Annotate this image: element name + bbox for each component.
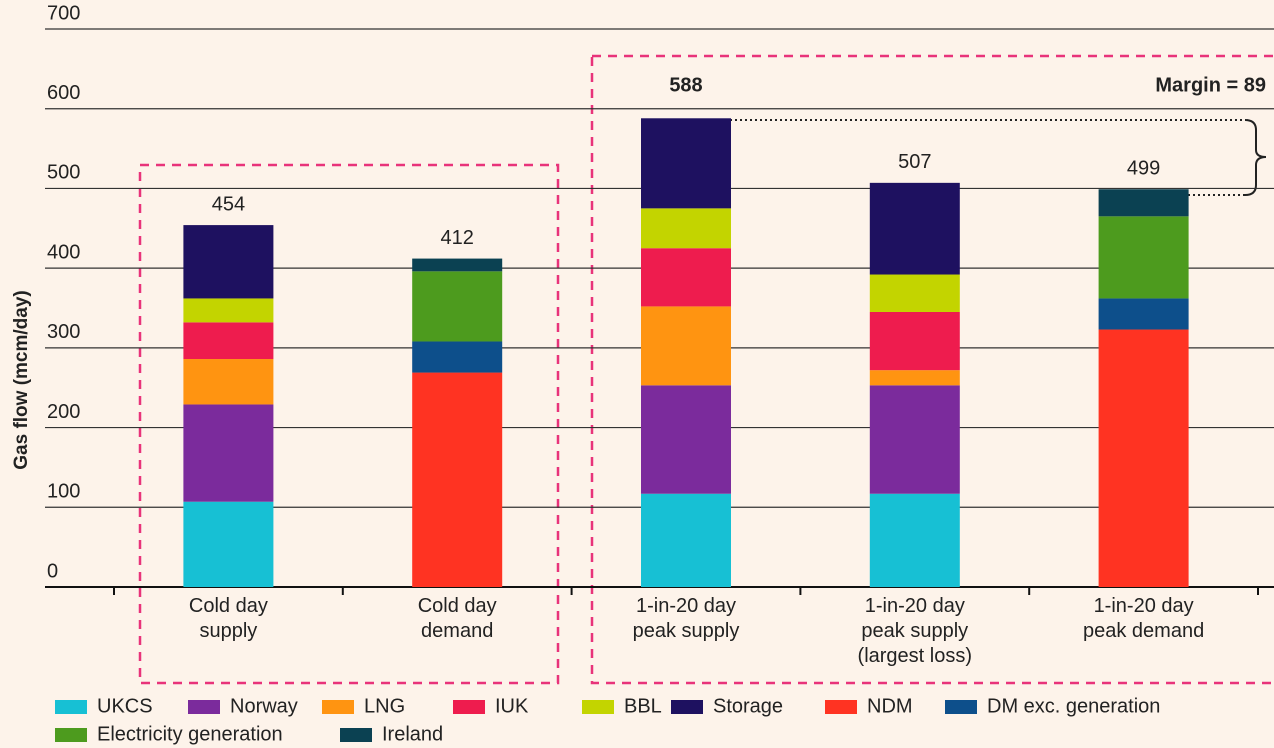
legend-label: Norway — [230, 695, 298, 717]
bar-segment — [641, 385, 731, 494]
bar-segment — [1098, 189, 1189, 217]
bar-segment — [183, 298, 274, 323]
bar-segment — [183, 359, 274, 405]
total-label: 499 — [1127, 158, 1160, 180]
bar-segment — [183, 501, 274, 587]
x-tick-label-line: 1-in-20 day — [636, 595, 736, 617]
bar-segment — [641, 306, 731, 386]
bar-segment — [183, 225, 274, 299]
total-label: 454 — [212, 193, 245, 215]
legend-label: NDM — [867, 695, 913, 717]
legend-swatch — [55, 700, 87, 714]
x-tick-label-line: Cold day — [189, 595, 268, 617]
bar-segment — [641, 208, 731, 249]
bar-segment — [869, 493, 960, 587]
bar-segment — [412, 258, 503, 272]
bar-segment — [869, 370, 960, 386]
x-tick-label: 1-in-20 day peak demand — [1083, 595, 1204, 642]
annotation: Margin = 89 — [1155, 74, 1266, 96]
bar-segment — [412, 271, 503, 342]
legend-swatch — [671, 700, 703, 714]
bar-segment — [869, 274, 960, 312]
bar-segment — [1098, 216, 1189, 299]
legend-label: UKCS — [97, 695, 153, 717]
bar-segment — [183, 322, 274, 360]
total-label: 412 — [441, 227, 474, 249]
y-tick-label: 400 — [47, 241, 80, 263]
y-axis-label: Gas flow (mcm/day) — [11, 290, 32, 470]
x-tick-label-line: peak supply — [633, 620, 740, 642]
x-tick-label-line: peak supply — [861, 620, 968, 642]
x-tick-label: Cold day demand — [418, 595, 497, 642]
y-tick-label: 600 — [47, 82, 80, 104]
total-label: 588 — [669, 74, 702, 96]
y-tick-label: 100 — [47, 481, 80, 503]
bar-segment — [641, 248, 731, 307]
legend-swatch — [453, 700, 485, 714]
legend-label: Ireland — [382, 723, 443, 745]
x-tick-label: 1-in-20 day peak supply (largest loss) — [858, 595, 972, 667]
y-tick-label: 0 — [47, 560, 58, 582]
bar-segment — [412, 341, 503, 373]
bar-segment — [869, 311, 960, 371]
legend-label: Electricity generation — [97, 723, 283, 745]
x-tick-label: 1-in-20 day peak supply — [633, 595, 740, 642]
bar-segment — [412, 372, 503, 587]
legend-label: IUK — [495, 695, 529, 717]
bar-segment — [1098, 329, 1189, 587]
legend-swatch — [340, 728, 372, 742]
bar-segment — [1098, 298, 1189, 330]
x-tick-label: Cold day supply — [189, 595, 268, 642]
brace — [1244, 119, 1267, 196]
y-tick-label: 500 — [47, 162, 80, 184]
x-tick-label-line: peak demand — [1083, 620, 1204, 642]
legend-label: LNG — [364, 695, 405, 717]
bar-segment — [869, 385, 960, 494]
x-tick-label-line: 1-in-20 day — [865, 595, 965, 617]
legend-label: BBL — [624, 695, 662, 717]
x-tick-label-line: (largest loss) — [858, 645, 972, 667]
group-box — [138, 163, 560, 685]
legend-label: Storage — [713, 695, 783, 717]
total-label: 507 — [898, 151, 931, 173]
bar-segment — [641, 118, 731, 209]
legend-swatch — [55, 728, 87, 742]
bar-segment — [869, 182, 960, 275]
y-tick-label: 200 — [47, 401, 80, 423]
x-tick-label-line: demand — [421, 620, 493, 642]
x-tick-label-line: 1-in-20 day — [1094, 595, 1194, 617]
y-tick-label: 300 — [47, 321, 80, 343]
x-tick-label-line: supply — [199, 620, 257, 642]
legend-swatch — [945, 700, 977, 714]
legend-swatch — [582, 700, 614, 714]
legend-label: DM exc. generation — [987, 695, 1160, 717]
legend-swatch — [188, 700, 220, 714]
group-box — [590, 54, 1274, 685]
x-tick-label-line: Cold day — [418, 595, 497, 617]
bar-segment — [641, 493, 731, 587]
y-tick-label: 700 — [47, 2, 80, 24]
legend-swatch — [322, 700, 354, 714]
bar-segment — [183, 404, 274, 502]
legend-swatch — [825, 700, 857, 714]
